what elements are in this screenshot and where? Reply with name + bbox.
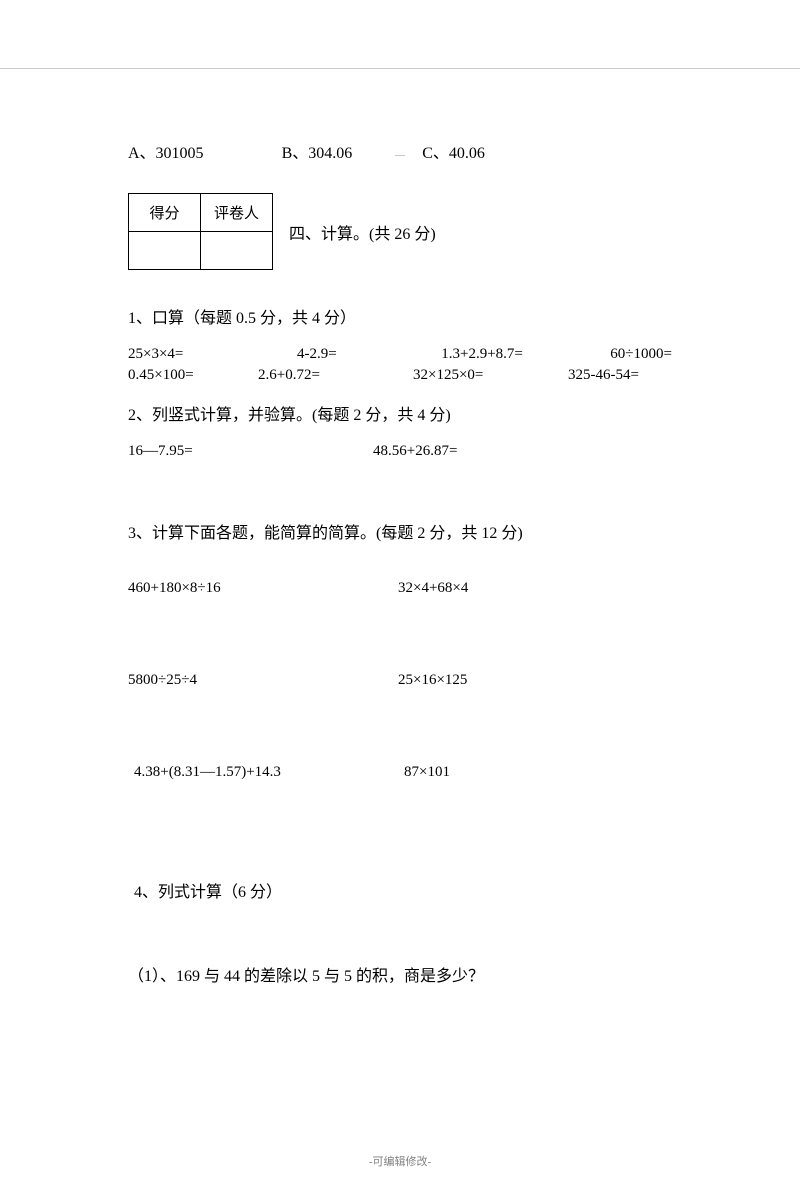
q2-c1: 16—7.95= (128, 443, 373, 460)
q3-row2: 5800÷25÷4 25×16×125 (128, 672, 672, 689)
score-section: 得分 评卷人 四、计算。(共 26 分) (128, 193, 672, 270)
q1-r1-c2: 4-2.9= (297, 346, 441, 363)
grader-value-cell (201, 232, 273, 270)
q2-c2: 48.56+26.87= (373, 443, 457, 460)
grader-label-cell: 评卷人 (201, 194, 273, 232)
q1-row2: 0.45×100= 2.6+0.72= 32×125×0= 325-46-54= (128, 367, 672, 384)
q3-row1: 460+180×8÷16 32×4+68×4 (128, 580, 672, 597)
score-value-cell (129, 232, 201, 270)
q4-sub1: （1）、169 与 44 的差除以 5 与 5 的积，商是多少？ (128, 963, 672, 992)
q1-r2-c4: 325-46-54= (568, 367, 639, 384)
footer-text: -可编辑修改- (0, 1153, 800, 1169)
q3-r2-c2: 25×16×125 (398, 672, 467, 689)
q3-title: 3、计算下面各题，能简算的简算。(每题 2 分，共 12 分) (128, 520, 672, 549)
score-label-cell: 得分 (129, 194, 201, 232)
q3-r1-c2: 32×4+68×4 (398, 580, 468, 597)
q1-r1-c4: 60÷1000= (610, 346, 672, 363)
q4-title: 4、列式计算（6 分） (134, 879, 672, 908)
q2-title: 2、列竖式计算，并验算。(每题 2 分，共 4 分) (128, 402, 672, 431)
section-4-title: 四、计算。(共 26 分) (289, 220, 436, 244)
q1-r2-c3: 32×125×0= (413, 367, 568, 384)
q1-r1-c1: 25×3×4= (128, 346, 297, 363)
q1-row1: 25×3×4= 4-2.9= 1.3+2.9+8.7= 60÷1000= (128, 346, 672, 363)
q3-r1-c1: 460+180×8÷16 (128, 580, 398, 597)
score-table: 得分 评卷人 (128, 193, 273, 270)
q3-r2-c1: 5800÷25÷4 (128, 672, 398, 689)
q3-r3-c1: 4.38+(8.31—1.57)+14.3 (134, 764, 404, 781)
q1-r2-c1: 0.45×100= (128, 367, 258, 384)
page-content: A、301005 B、304.06 C、40.06 得分 评卷人 四、计算。(共… (0, 68, 800, 992)
q2-row: 16—7.95= 48.56+26.87= (128, 443, 672, 460)
q1-title: 1、口算（每题 0.5 分，共 4 分） (128, 305, 672, 334)
q1-r1-c3: 1.3+2.9+8.7= (441, 346, 610, 363)
q3-row3: 4.38+(8.31—1.57)+14.3 87×101 (128, 764, 672, 781)
q3-r3-c2: 87×101 (404, 764, 450, 781)
top-mark: — (0, 150, 800, 161)
q1-r2-c2: 2.6+0.72= (258, 367, 413, 384)
